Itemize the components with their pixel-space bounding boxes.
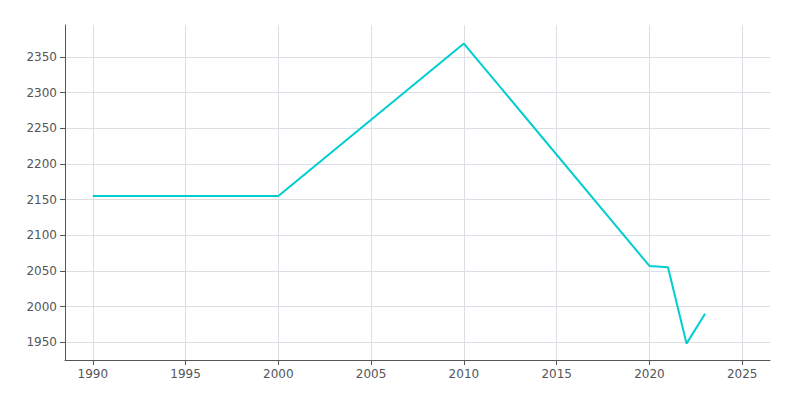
- svg-text:2000: 2000: [263, 367, 294, 381]
- svg-text:2150: 2150: [26, 193, 57, 207]
- svg-text:2100: 2100: [26, 228, 57, 242]
- svg-text:2020: 2020: [634, 367, 665, 381]
- svg-text:2050: 2050: [26, 264, 57, 278]
- svg-text:2000: 2000: [26, 300, 57, 314]
- svg-text:2300: 2300: [26, 86, 57, 100]
- svg-text:2350: 2350: [26, 50, 57, 64]
- svg-text:2015: 2015: [541, 367, 572, 381]
- svg-text:1950: 1950: [26, 335, 57, 349]
- svg-text:1995: 1995: [170, 367, 201, 381]
- svg-text:1990: 1990: [78, 367, 109, 381]
- svg-text:2250: 2250: [26, 121, 57, 135]
- svg-text:2025: 2025: [727, 367, 758, 381]
- svg-text:2010: 2010: [449, 367, 480, 381]
- svg-text:2200: 2200: [26, 157, 57, 171]
- svg-text:2005: 2005: [356, 367, 387, 381]
